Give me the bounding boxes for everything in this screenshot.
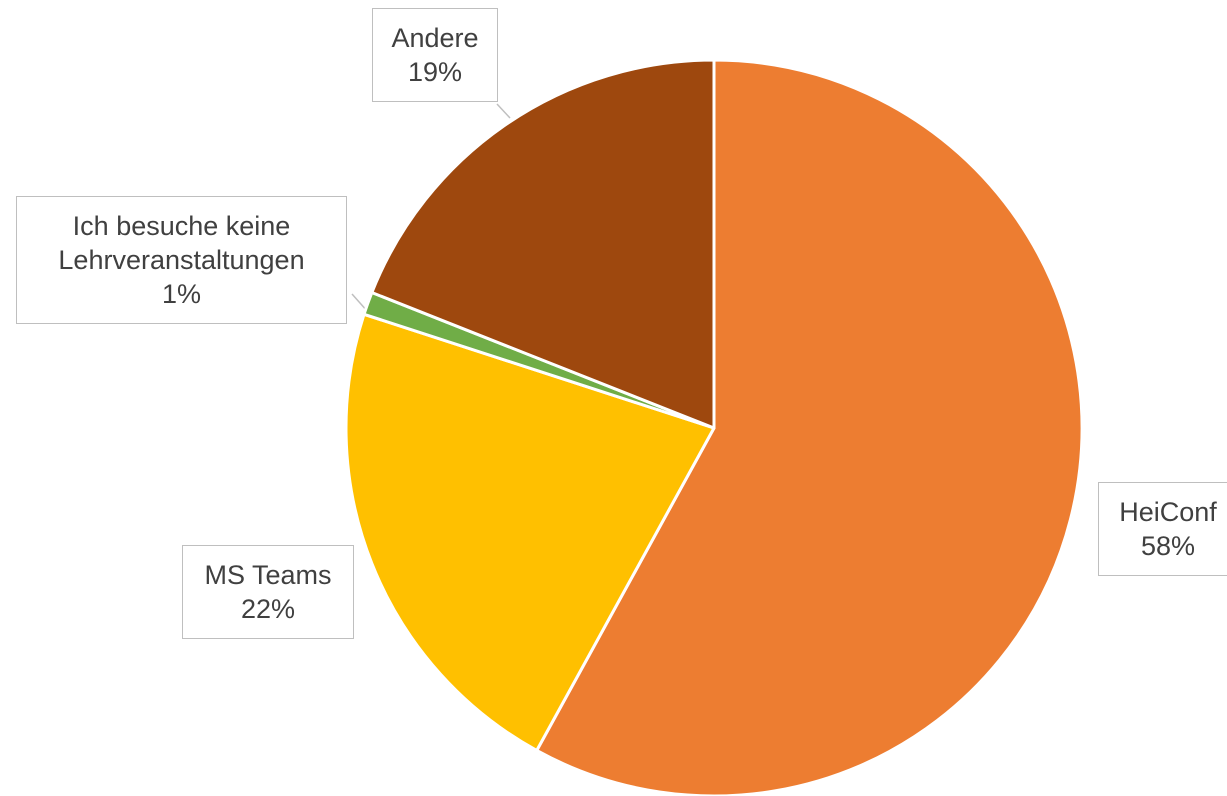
value-label: 19%	[407, 57, 463, 87]
data-label: Andere 19%	[372, 8, 498, 102]
pie-slice	[370, 58, 716, 430]
data-label: HeiConf 58%	[1098, 482, 1227, 576]
category-label: HeiConf	[1119, 497, 1217, 527]
data-label: Ich besuche keine Lehrveranstaltungen 1%	[16, 196, 347, 324]
category-label: MS Teams	[204, 560, 332, 590]
category-label: Andere	[391, 23, 479, 53]
category-label: Ich besuche keine Lehrveranstaltungen	[58, 211, 305, 275]
pie-slice	[344, 312, 716, 752]
value-label: 58%	[1140, 531, 1196, 561]
value-label: 1%	[161, 279, 202, 309]
data-label: MS Teams 22%	[182, 545, 354, 639]
value-label: 22%	[240, 594, 296, 624]
leader-line	[496, 103, 511, 119]
